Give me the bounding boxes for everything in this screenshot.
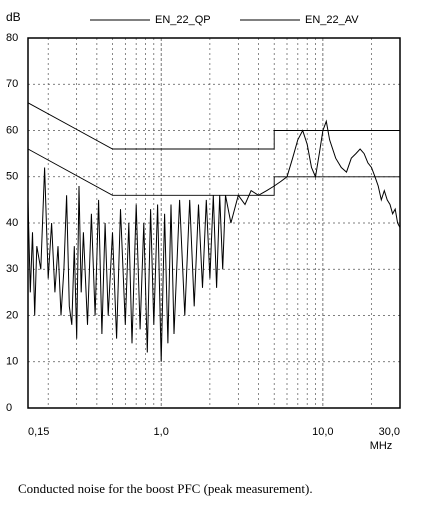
y-tick-label: 30 — [6, 263, 18, 275]
x-axis-label: MHz — [370, 440, 393, 452]
y-tick-label: 10 — [6, 356, 18, 368]
plot-frame — [27, 37, 401, 409]
caption: Conducted noise for the boost PFC (peak … — [18, 481, 313, 496]
y-tick-label: 60 — [6, 124, 18, 136]
y-tick-label: 70 — [6, 78, 18, 90]
y-tick-label: 40 — [6, 217, 18, 229]
series-line — [27, 148, 400, 196]
x-tick-label: 0,15 — [28, 426, 49, 438]
y-tick-label: 80 — [6, 32, 18, 44]
x-tick-label: 30,0 — [379, 426, 400, 438]
y-unit-label: dB — [6, 10, 21, 24]
legend-label: EN_22_AV — [305, 14, 359, 26]
y-tick-label: 20 — [6, 309, 18, 321]
legend-label: EN_22_QP — [155, 14, 211, 26]
x-tick-label: 1,0 — [154, 426, 169, 438]
y-tick-label: 0 — [6, 402, 12, 414]
y-tick-label: 50 — [6, 171, 18, 183]
series-line — [27, 119, 401, 362]
series-line — [27, 102, 400, 150]
x-tick-label: 10,0 — [312, 426, 333, 438]
